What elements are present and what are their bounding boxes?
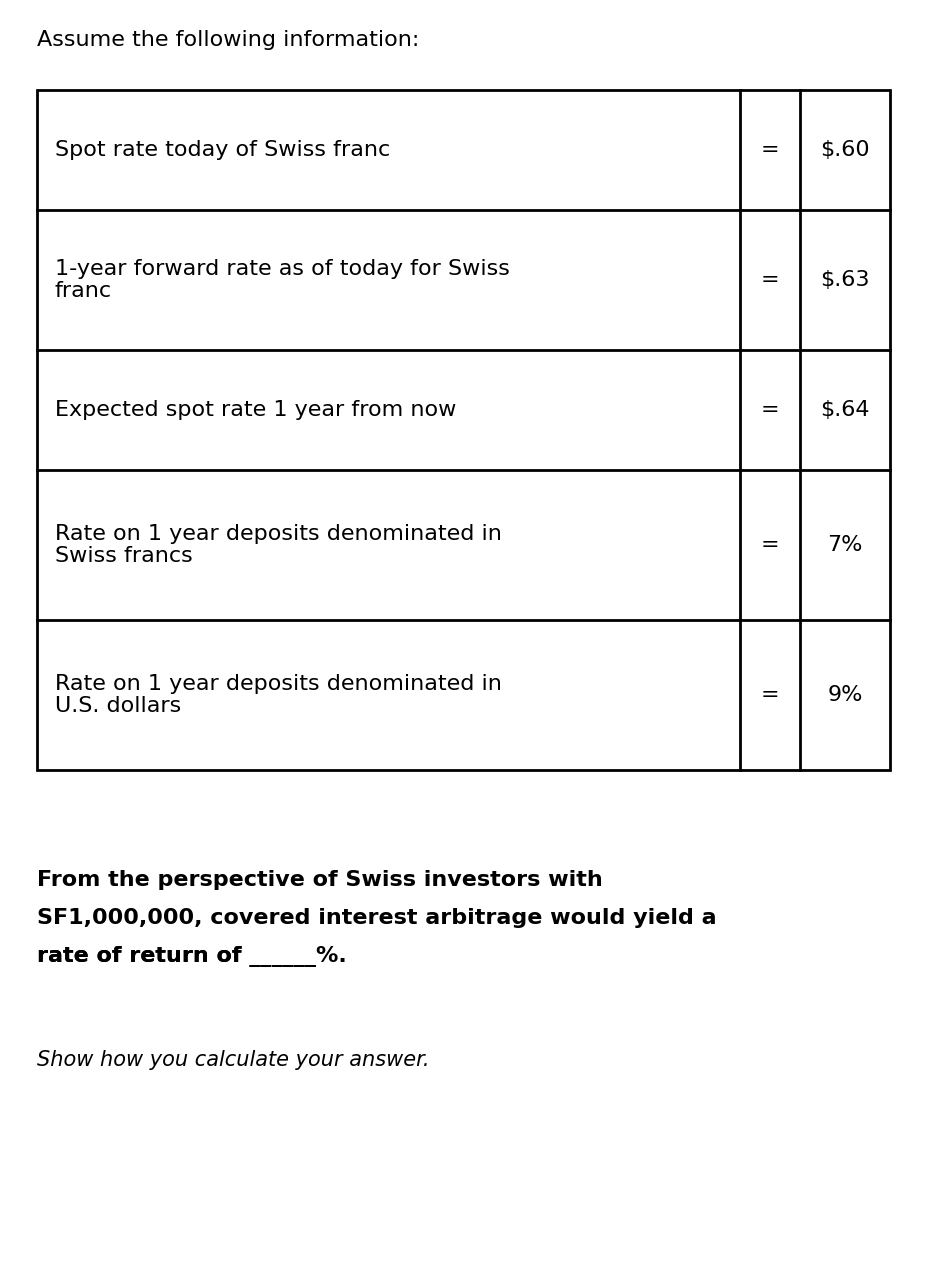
Text: $.63: $.63 <box>820 270 870 291</box>
Text: rate of return of ______%.: rate of return of ______%. <box>37 946 347 966</box>
Text: Rate on 1 year deposits denominated in: Rate on 1 year deposits denominated in <box>55 524 502 544</box>
Text: Spot rate today of Swiss franc: Spot rate today of Swiss franc <box>55 140 390 160</box>
Text: Rate on 1 year deposits denominated in: Rate on 1 year deposits denominated in <box>55 675 502 694</box>
Text: 1-year forward rate as of today for Swiss: 1-year forward rate as of today for Swis… <box>55 259 510 279</box>
Text: $.64: $.64 <box>820 399 870 420</box>
Text: U.S. dollars: U.S. dollars <box>55 696 182 716</box>
Text: $.60: $.60 <box>820 140 870 160</box>
Text: SF1,000,000, covered interest arbitrage would yield a: SF1,000,000, covered interest arbitrage … <box>37 908 717 928</box>
Text: rate of return of: rate of return of <box>37 946 242 966</box>
Text: From the perspective of Swiss investors with: From the perspective of Swiss investors … <box>37 870 603 890</box>
Text: Show how you calculate your answer.: Show how you calculate your answer. <box>37 1050 429 1070</box>
Text: franc: franc <box>55 282 112 301</box>
Text: =: = <box>761 270 780 291</box>
Text: =: = <box>761 685 780 705</box>
Text: Expected spot rate 1 year from now: Expected spot rate 1 year from now <box>55 399 456 420</box>
Text: Swiss francs: Swiss francs <box>55 547 193 566</box>
Text: 9%: 9% <box>827 685 863 705</box>
Text: =: = <box>761 535 780 556</box>
Text: =: = <box>761 399 780 420</box>
Bar <box>37 90 890 771</box>
Text: =: = <box>761 140 780 160</box>
Text: Assume the following information:: Assume the following information: <box>37 29 419 50</box>
Text: 7%: 7% <box>827 535 863 556</box>
